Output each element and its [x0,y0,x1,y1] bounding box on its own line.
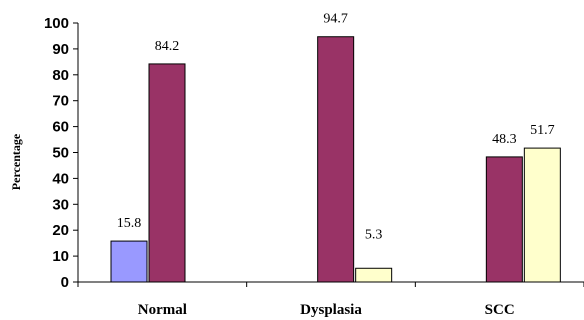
category-labels: Normal Dysplasia SCC [77,282,584,318]
category-label: Dysplasia [300,302,362,318]
data-label: 51.7 [530,123,555,138]
y-tick-label: 50 [52,145,69,162]
y-tick-label: 100 [44,15,69,32]
y-tick-label: 0 [61,274,69,291]
data-label: 15.8 [117,216,142,231]
y-tick-label: 10 [52,248,69,265]
y-tick-label: 60 [52,119,69,136]
bar-series1-normal [110,240,148,283]
y-tick-label: 30 [52,196,69,213]
bar-series3-scc [523,147,561,283]
data-labels: 15.8 84.2 94.7 48.3 5.3 51.7 [117,12,555,243]
category-label: Normal [138,302,187,318]
category-label: SCC [485,302,515,318]
bar-series2-normal [148,63,186,283]
bar-series3-dysplasia [355,267,393,283]
y-tick-label: 80 [52,67,69,84]
y-axis-title: Percentage [9,133,23,190]
data-label: 84.2 [155,39,180,54]
bar-series2-dysplasia [317,36,355,283]
y-tick-label: 70 [52,93,69,110]
y-tick-label: 20 [52,222,69,239]
y-tick-label: 40 [52,170,69,187]
data-label: 48.3 [492,132,517,147]
bars [110,36,561,283]
y-axis-ticks: 0 10 20 30 40 50 60 70 80 90 100 [44,15,78,291]
data-label: 5.3 [365,227,383,242]
data-label: 94.7 [323,12,348,27]
y-tick-label: 90 [52,41,69,58]
bar-series2-scc [485,156,523,283]
